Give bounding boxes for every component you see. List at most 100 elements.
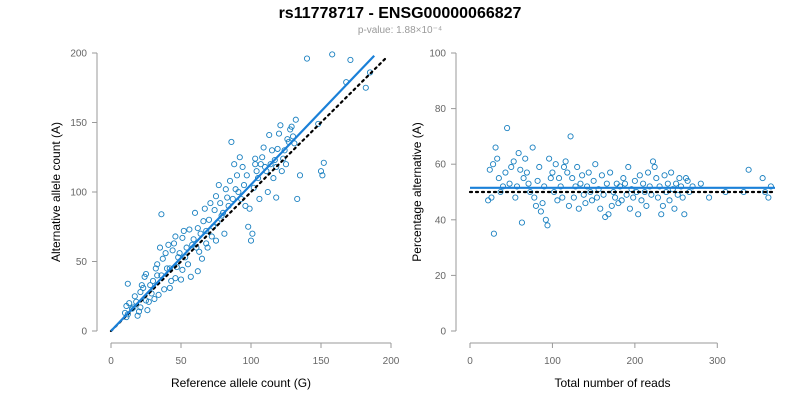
data-point [689,183,696,190]
y-tick-label: 0 [81,327,87,338]
data-point [271,156,278,164]
data-point [554,197,561,204]
data-point [626,205,633,212]
data-point [191,209,199,216]
x-tick-label: 100 [544,356,561,367]
data-point [684,177,691,184]
data-point [183,244,190,251]
data-point [762,188,769,196]
x-tick-label: 300 [709,356,726,367]
data-point [555,175,563,182]
data-point [542,216,549,223]
data-point [656,183,663,190]
data-point [513,183,521,190]
data-point [504,125,511,132]
data-point [537,208,544,215]
data-point [179,266,186,273]
data-point [347,56,354,64]
data-point [603,180,610,187]
data-point [582,200,589,207]
data-point [664,180,671,187]
data-point [264,188,271,196]
data-point [562,158,569,165]
data-point [144,307,151,314]
data-point [661,172,668,179]
data-point [217,200,224,207]
data-point [231,161,238,168]
data-point [620,175,627,182]
data-point [165,241,172,248]
data-point [252,155,259,162]
data-point [247,237,255,244]
y-tick-label: 0 [440,327,446,338]
data-point [653,175,660,182]
data-point [520,175,527,182]
data-point [490,161,497,168]
data-point [281,147,288,154]
data-point [612,194,619,201]
data-point [187,273,194,280]
data-point [499,183,507,190]
data-point [572,183,579,190]
data-point [635,211,642,218]
data-point [256,195,263,202]
data-point [229,195,236,202]
data-point [531,194,538,201]
data-point [592,161,599,168]
data-point [615,200,622,207]
data-point [275,130,283,137]
data-point [759,175,766,182]
data-point [203,227,210,234]
data-point [245,223,252,230]
data-point [643,202,650,209]
data-point [180,227,187,234]
data-point [621,180,629,187]
x-tick-label: 0 [108,356,114,367]
data-point [142,270,150,278]
data-point [649,158,657,165]
data-point [529,144,536,151]
data-point [156,244,164,251]
data-point [215,181,222,189]
data-point [240,181,248,189]
x-tick-label: 0 [467,356,473,367]
data-point [159,255,166,262]
data-point [296,172,304,179]
data-point [126,300,133,307]
data-point [593,194,600,201]
data-point [549,169,556,176]
data-point [135,308,143,315]
data-point [559,194,566,201]
data-point [212,237,220,244]
data-point [651,163,658,171]
data-point [172,275,179,282]
panel-percentage: 0 100 200 300 0 20 40 60 80 100 Total number of … [410,49,777,390]
data-point [598,172,605,179]
data-point [196,248,203,255]
data-point [574,163,581,171]
data-point [552,161,559,168]
data-point [362,84,369,91]
data-point [539,200,546,207]
data-point [767,183,774,190]
data-point [640,180,647,187]
data-point [546,155,553,162]
data-point [488,194,495,201]
data-point [194,268,201,275]
data-point [525,180,532,187]
data-point [544,222,551,229]
data-point [575,205,582,212]
data-point [486,166,493,173]
fit-line [110,55,375,332]
data-point [320,159,327,166]
data-point [618,197,625,204]
data-point [294,195,301,202]
data-point [329,51,336,58]
data-point [158,211,165,218]
data-point [658,211,665,218]
data-point [668,169,675,176]
y-tick-label: 100 [70,188,87,199]
data-point [492,144,499,151]
